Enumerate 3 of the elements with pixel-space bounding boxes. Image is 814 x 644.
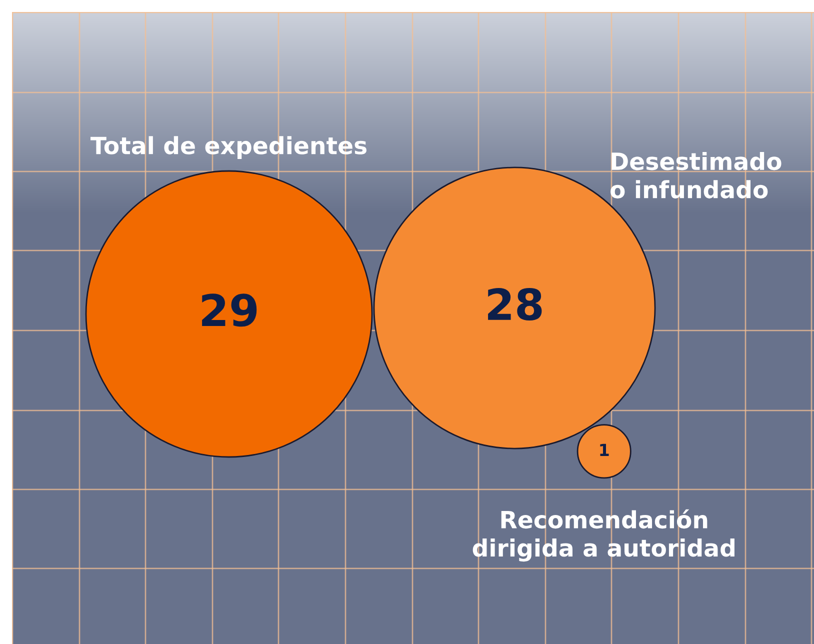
data-label: 1 bbox=[600, 444, 609, 456]
data-label: 28 bbox=[488, 288, 542, 320]
data-label: 29 bbox=[202, 294, 257, 327]
